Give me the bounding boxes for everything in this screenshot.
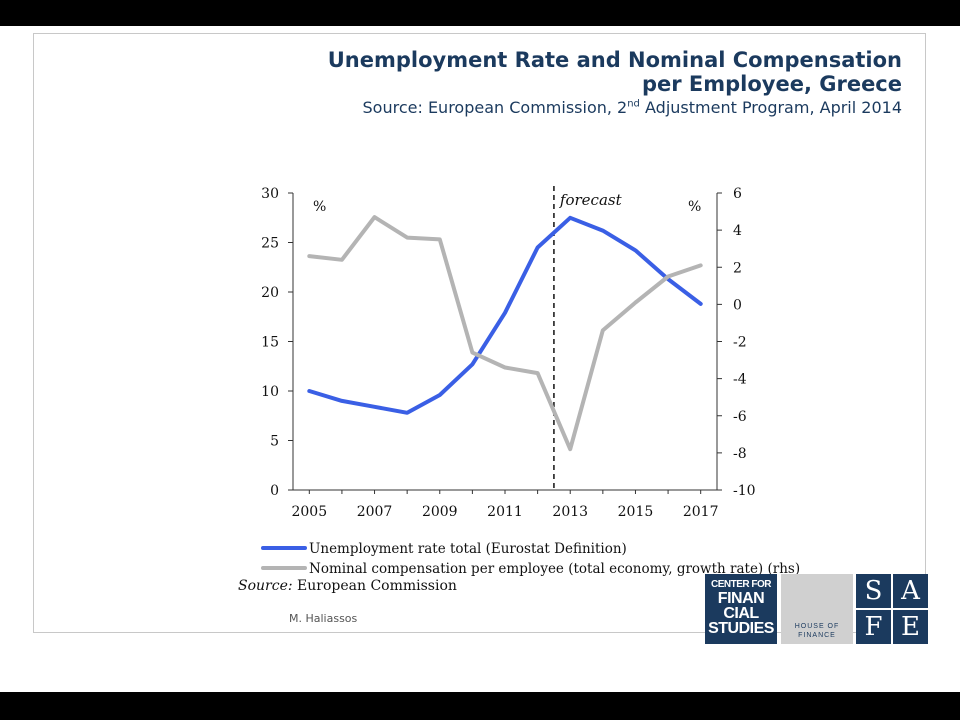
slide-title: Unemployment Rate and Nominal Compensati… [328, 48, 902, 96]
cfs-logo: CENTER FOR FINAN CIAL STUDIES [705, 574, 777, 644]
slide-subtitle: Source: European Commission, 2nd Adjustm… [363, 98, 902, 117]
left-tick-label: 0 [270, 483, 279, 499]
right-tick-label: -8 [733, 446, 747, 462]
subtitle-post: Adjustment Program, April 2014 [639, 98, 902, 117]
x-tick-label: 2005 [291, 504, 327, 520]
cfs-logo-line: CENTER FOR [711, 579, 772, 590]
cfs-logo-line: FINAN [717, 590, 765, 607]
x-tick-label: 2009 [422, 504, 458, 520]
x-tick-label: 2007 [357, 504, 393, 520]
left-tick-label: 10 [261, 384, 279, 400]
left-axis-unit: % [313, 199, 326, 215]
house-of-finance-logo: HOUSE OF FINANCE [781, 574, 853, 644]
x-tick-label: 2015 [618, 504, 654, 520]
right-tick-label: -2 [733, 335, 747, 351]
legend-label-1: Unemployment rate total (Eurostat Defini… [309, 541, 627, 557]
left-tick-label: 25 [261, 236, 279, 252]
legend-label-2: Nominal compensation per employee (total… [309, 561, 800, 577]
source-note: Source: European Commission [238, 578, 457, 594]
hof-logo-line: FINANCE [798, 632, 836, 639]
safe-logo-letter: F [856, 610, 891, 644]
author: M. Haliassos [289, 612, 358, 625]
x-tick-label: 2013 [552, 504, 588, 520]
right-tick-label: -6 [733, 409, 747, 425]
right-tick-label: 0 [733, 297, 742, 313]
left-tick-label: 15 [261, 335, 279, 351]
right-tick-label: 2 [733, 260, 742, 276]
series-line-1 [307, 215, 703, 415]
series-line-2 [307, 215, 703, 452]
source-label: Source: [238, 578, 293, 594]
x-tick-label: 2017 [683, 504, 719, 520]
slide-frame [33, 33, 926, 633]
hof-logo-text: HOUSE OF FINANCE [781, 622, 853, 640]
title-line-1: Unemployment Rate and Nominal Compensati… [327, 48, 902, 72]
subtitle-sup: nd [627, 98, 640, 110]
subtitle-pre: Source: European Commission, 2 [362, 98, 628, 117]
cfs-logo-line: CIAL [723, 605, 759, 622]
safe-logo: S A F E [856, 574, 928, 644]
safe-logo-letter: S [856, 574, 891, 608]
right-tick-label: -4 [733, 372, 747, 388]
left-tick-label: 30 [261, 186, 279, 202]
hof-logo-line: HOUSE OF [794, 623, 840, 630]
right-tick-label: 6 [733, 186, 742, 202]
x-tick-label: 2011 [487, 504, 523, 520]
cfs-logo-line: STUDIES [708, 620, 774, 637]
right-tick-label: 4 [733, 223, 742, 239]
left-tick-label: 20 [261, 285, 279, 301]
right-tick-label: -10 [733, 483, 756, 499]
safe-logo-letter: A [893, 574, 928, 608]
source-text: European Commission [292, 578, 457, 594]
forecast-label: forecast [559, 191, 623, 209]
safe-logo-letter: E [893, 610, 928, 644]
title-line-2: per Employee, Greece [641, 72, 902, 96]
right-axis-unit: % [688, 199, 701, 215]
left-tick-label: 5 [270, 434, 279, 450]
